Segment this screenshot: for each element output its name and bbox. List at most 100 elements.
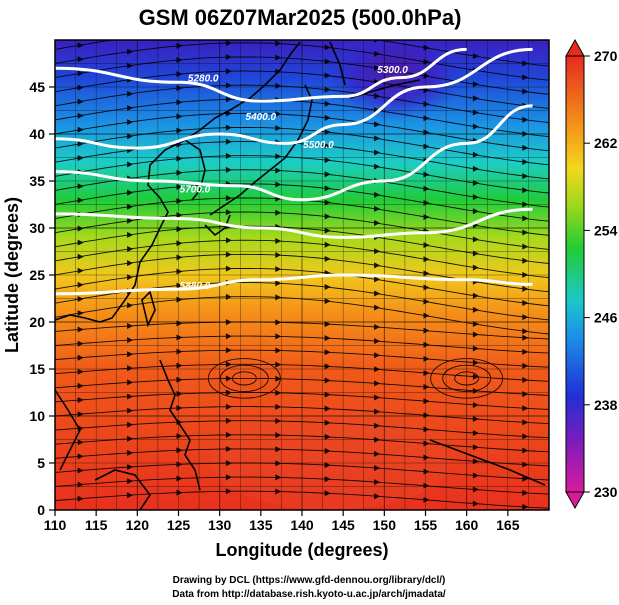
flow-arrow bbox=[77, 126, 84, 133]
flow-arrow bbox=[225, 54, 232, 61]
flow-arrow bbox=[324, 462, 331, 469]
flow-arrow bbox=[225, 474, 232, 481]
colorbar: 230 238 246 254 262 270 bbox=[565, 38, 618, 510]
wind-streamlines bbox=[55, 40, 549, 510]
flow-arrow bbox=[423, 398, 430, 405]
flow-arrow bbox=[324, 419, 331, 426]
flow-arrow bbox=[176, 447, 183, 454]
flow-arrow bbox=[127, 492, 134, 499]
flow-arrow bbox=[77, 340, 84, 347]
x-tick-label: 130 bbox=[208, 517, 232, 533]
flow-arrow bbox=[522, 503, 529, 510]
flow-arrow bbox=[225, 431, 232, 438]
coastline-sakhalin bbox=[329, 41, 346, 86]
y-axis-ticks: 0 5 10 15 20 25 30 35 40 45 bbox=[29, 79, 55, 518]
flow-arrow bbox=[77, 84, 84, 91]
flow-arrow bbox=[77, 425, 84, 432]
streamline bbox=[55, 239, 549, 279]
flow-arrow bbox=[423, 355, 430, 362]
flow-arrow bbox=[225, 293, 232, 300]
flow-arrow bbox=[275, 54, 282, 61]
flow-arrow bbox=[374, 465, 381, 472]
flow-arrow bbox=[127, 365, 134, 372]
flow-arrow bbox=[522, 334, 529, 341]
lat-lon-grid bbox=[55, 40, 549, 510]
eddy-loop bbox=[442, 364, 492, 393]
flow-arrow bbox=[522, 229, 529, 236]
flow-arrow bbox=[324, 185, 331, 192]
x-tick-label: 115 bbox=[85, 517, 108, 533]
flow-arrow bbox=[374, 366, 381, 373]
flow-arrow bbox=[176, 113, 183, 120]
flow-arrow bbox=[522, 405, 529, 412]
flow-arrow bbox=[423, 101, 430, 108]
flow-arrow bbox=[472, 416, 479, 423]
flow-arrow bbox=[472, 194, 479, 201]
flow-arrow bbox=[522, 116, 529, 123]
flow-arrow bbox=[423, 341, 430, 348]
flow-arrow bbox=[522, 201, 529, 208]
x-tick-label: 125 bbox=[167, 517, 191, 533]
height-contour-line bbox=[55, 104, 533, 202]
flow-arrow bbox=[275, 125, 282, 132]
flow-arrow bbox=[423, 412, 430, 419]
flow-arrow bbox=[127, 274, 134, 281]
flow-arrow bbox=[423, 312, 430, 319]
flow-arrow bbox=[275, 111, 282, 118]
flow-arrow bbox=[225, 209, 232, 216]
contour-label: 5500.0 bbox=[303, 140, 334, 151]
flow-arrow bbox=[176, 212, 183, 219]
flow-arrow bbox=[374, 450, 381, 457]
flow-arrow bbox=[423, 185, 430, 192]
colorbar-tick-label: 238 bbox=[594, 397, 618, 413]
flow-arrow bbox=[374, 93, 381, 100]
flow-arrow bbox=[225, 361, 232, 368]
flow-arrow bbox=[127, 322, 134, 329]
flow-arrow bbox=[77, 326, 84, 333]
contour-label: 5400.0 bbox=[246, 112, 277, 123]
flow-arrow bbox=[374, 191, 381, 198]
flow-arrow bbox=[522, 433, 529, 440]
streamline bbox=[55, 476, 549, 495]
flow-arrow bbox=[374, 380, 381, 387]
flow-arrow bbox=[374, 422, 381, 429]
streamline bbox=[55, 296, 549, 335]
flow-arrow bbox=[324, 349, 331, 356]
eddy-loop bbox=[454, 371, 480, 386]
colorbar-ticks: 230 238 246 254 262 270 bbox=[584, 48, 618, 500]
flow-arrow bbox=[77, 70, 84, 77]
flow-arrow bbox=[324, 447, 331, 454]
flow-arrow bbox=[275, 333, 282, 340]
flow-arrow bbox=[423, 270, 430, 277]
flow-arrow bbox=[275, 319, 282, 326]
flow-arrow bbox=[423, 369, 430, 376]
flow-arrow bbox=[275, 181, 282, 188]
x-tick-label: 160 bbox=[455, 517, 479, 533]
streamline bbox=[55, 490, 549, 509]
streamline bbox=[55, 84, 549, 123]
streamline bbox=[55, 42, 549, 81]
flow-arrow bbox=[77, 140, 84, 147]
flow-arrow bbox=[275, 237, 282, 244]
flow-arrow bbox=[324, 241, 331, 248]
streamline bbox=[55, 169, 549, 208]
x-tick-label: 150 bbox=[373, 517, 397, 533]
flow-arrow bbox=[77, 453, 84, 460]
flow-arrow bbox=[472, 486, 479, 493]
flow-arrow bbox=[374, 394, 381, 401]
height-contour-line bbox=[55, 207, 533, 239]
flow-arrow bbox=[423, 171, 430, 178]
flow-arrow bbox=[374, 276, 381, 283]
flow-arrow bbox=[127, 246, 134, 253]
flow-arrow bbox=[127, 161, 134, 168]
flow-arrow bbox=[472, 95, 479, 102]
flow-arrow bbox=[275, 252, 282, 259]
flow-arrow bbox=[374, 493, 381, 500]
streamline bbox=[55, 321, 549, 340]
flow-arrow bbox=[225, 403, 232, 410]
flow-arrow bbox=[324, 321, 331, 328]
flow-arrow bbox=[472, 208, 479, 215]
flow-arrow bbox=[77, 112, 84, 119]
flow-arrow bbox=[522, 285, 529, 292]
